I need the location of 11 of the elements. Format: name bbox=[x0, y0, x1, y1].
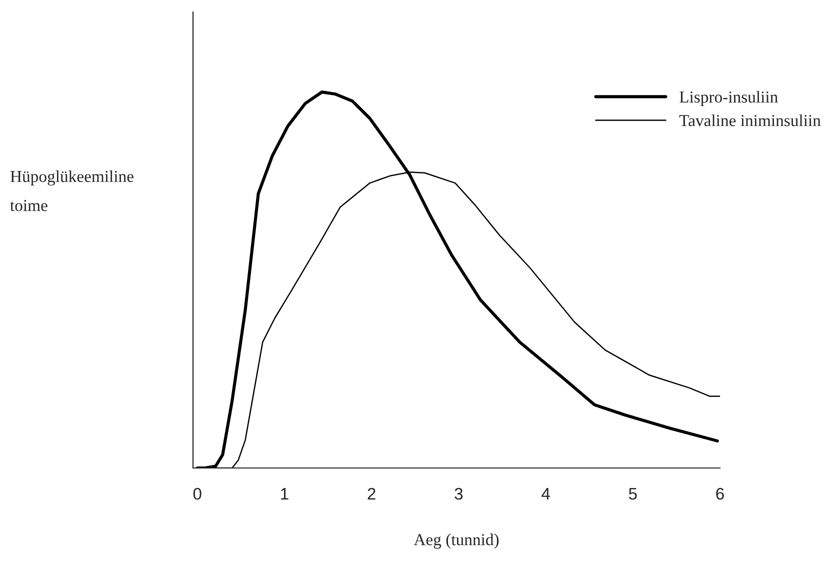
x-tick-label: 6 bbox=[716, 488, 724, 500]
x-tick-label: 3 bbox=[454, 488, 463, 500]
x-tick-label: 2 bbox=[368, 488, 376, 500]
x-tick-label: 0 bbox=[193, 488, 202, 500]
x-tick-label: 4 bbox=[542, 488, 550, 500]
y-axis-title: Hüpoglükeemiline toime bbox=[10, 170, 134, 212]
x-axis-title: Aeg (tunnid) bbox=[414, 534, 499, 549]
legend-label: Lispro-insuliin bbox=[680, 90, 778, 106]
x-tick-label: 5 bbox=[628, 488, 637, 500]
x-tick-label: 1 bbox=[281, 488, 288, 500]
legend-label: Tavaline iniminsuliin bbox=[679, 114, 821, 126]
